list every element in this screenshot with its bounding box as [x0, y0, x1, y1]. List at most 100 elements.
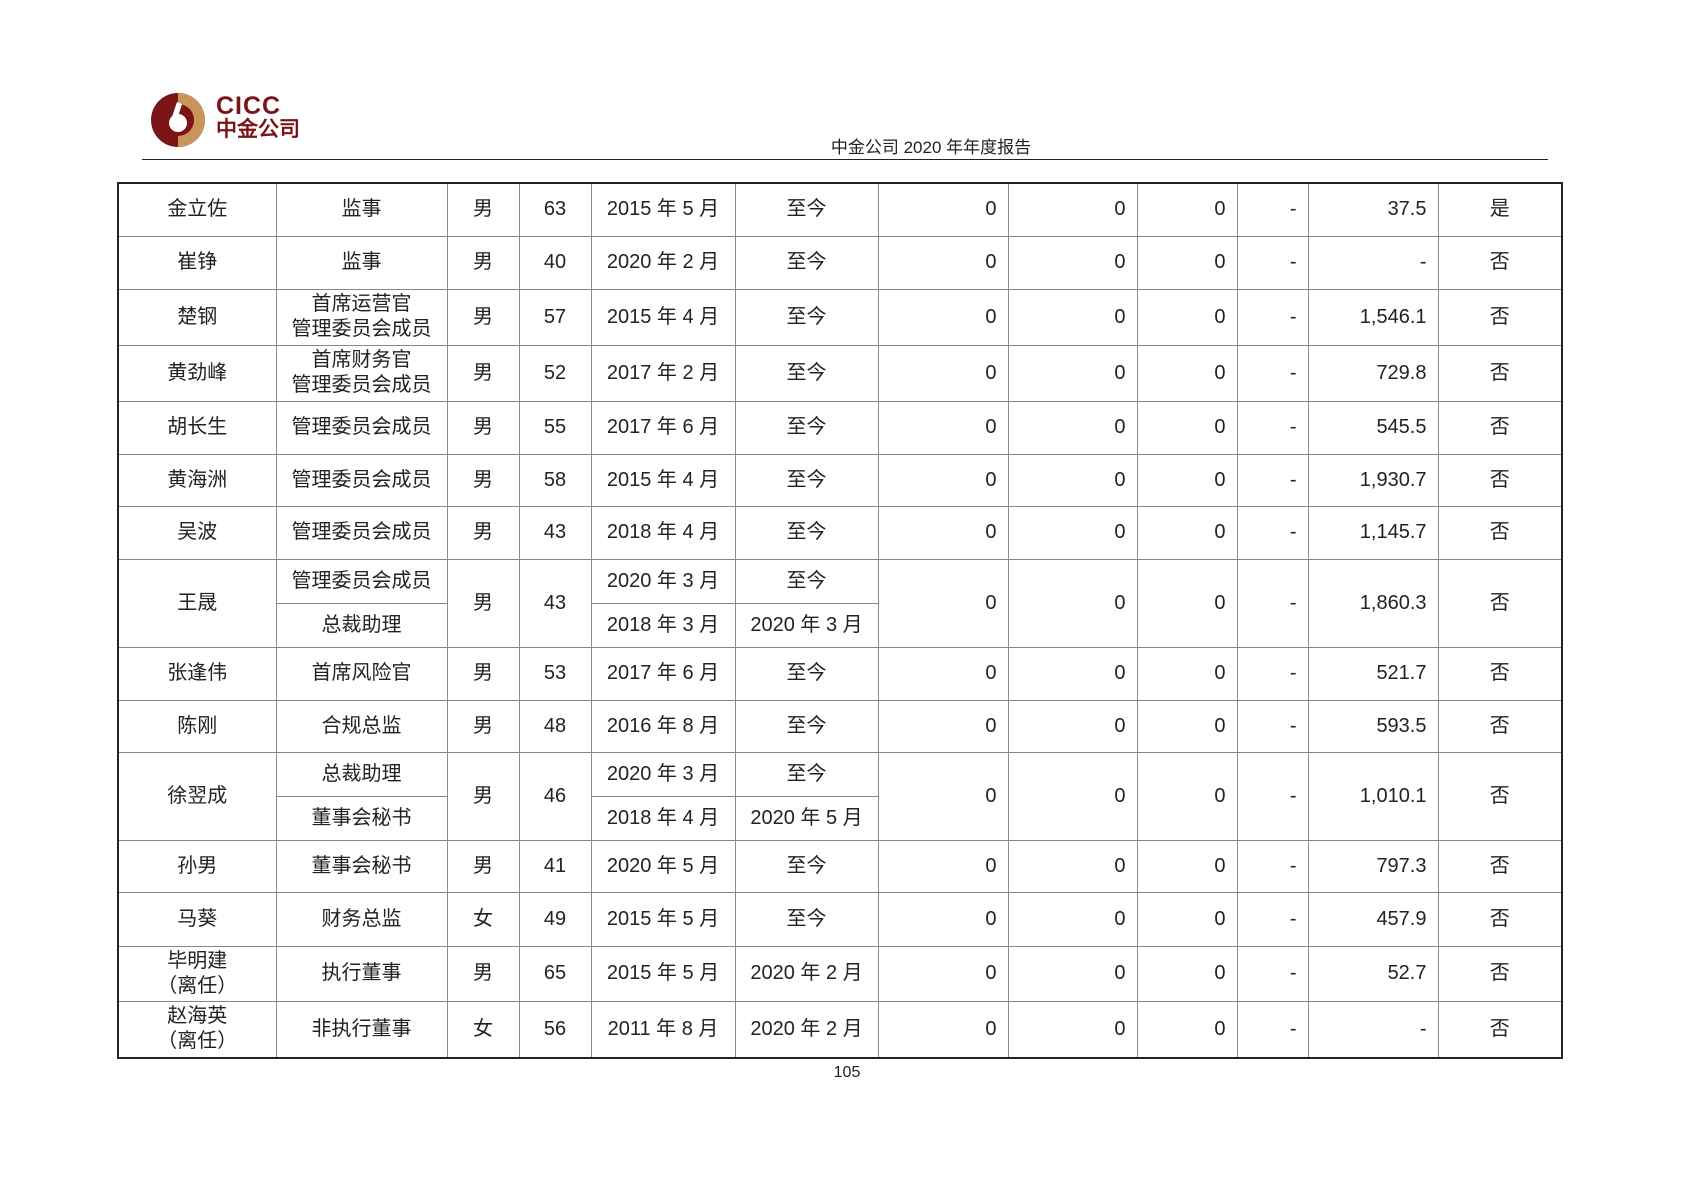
shares-change-cell: 0	[1136, 235, 1238, 290]
change-reason-cell: -	[1236, 839, 1309, 893]
age-cell: 46	[518, 751, 592, 841]
table-row: 崔铮 监事男 40 2020 年 2 月至今 0 0 0- - 否	[117, 235, 1563, 290]
table-row: 马葵 财务总监女 49 2015 年 5 月至今 0 0 0-457.9 否	[117, 891, 1563, 947]
cicc-logo: CICC 中金公司	[150, 92, 310, 148]
compensation-cell: 37.5	[1307, 182, 1439, 237]
related-party-cell: 是	[1437, 182, 1563, 237]
shares-change-cell: 0	[1136, 558, 1238, 648]
compensation-cell: -	[1307, 235, 1439, 290]
shares-change-cell: 0	[1136, 1000, 1238, 1059]
shares-start-cell: 0	[877, 558, 1009, 648]
shares-end-cell: 0	[1007, 1000, 1138, 1059]
shares-end-cell: 0	[1007, 839, 1138, 893]
name-cell: 黄劲峰	[117, 344, 277, 402]
compensation-cell: 1,930.7	[1307, 453, 1439, 507]
name-cell: 楚钢	[117, 288, 277, 346]
shares-start-cell: 0	[877, 646, 1009, 701]
start-date-cell: 2015 年 4 月	[590, 453, 736, 507]
name-cell: 崔铮	[117, 235, 277, 290]
shares-start-cell: 0	[877, 344, 1009, 402]
start-date-cell: 2015 年 5 月	[590, 891, 736, 947]
shares-start-cell: 0	[877, 1000, 1009, 1059]
gender-cell: 男	[446, 344, 520, 402]
shares-start-cell: 0	[877, 839, 1009, 893]
compensation-cell: 797.3	[1307, 839, 1439, 893]
name-cell: 胡长生	[117, 400, 277, 455]
start-date-cell: 2017 年 6 月	[590, 400, 736, 455]
age-cell: 49	[518, 891, 592, 947]
start-date-cell: 2016 年 8 月	[590, 699, 736, 753]
start-date-cell: 2020 年 5 月	[590, 839, 736, 893]
shares-start-cell: 0	[877, 400, 1009, 455]
end-date-cell: 至今	[734, 891, 879, 947]
compensation-cell: 729.8	[1307, 344, 1439, 402]
age-cell: 58	[518, 453, 592, 507]
related-party-cell: 否	[1437, 1000, 1563, 1059]
shares-end-cell: 0	[1007, 699, 1138, 753]
position-cell: 执行董事	[275, 945, 448, 1002]
logo-text-en: CICC	[216, 92, 282, 120]
gender-cell: 男	[446, 400, 520, 455]
end-date-cell: 2020 年 3 月	[734, 602, 879, 648]
table-row: 张逢伟 首席风险官男 53 2017 年 6 月至今 0 0 0-521.7 否	[117, 646, 1563, 701]
compensation-cell: 457.9	[1307, 891, 1439, 947]
start-date-cell: 2015 年 5 月	[590, 945, 736, 1002]
shares-change-cell: 0	[1136, 646, 1238, 701]
change-reason-cell: -	[1236, 891, 1309, 947]
end-date-cell: 至今	[734, 288, 879, 346]
related-party-cell: 否	[1437, 505, 1563, 560]
gender-cell: 男	[446, 646, 520, 701]
related-party-cell: 否	[1437, 839, 1563, 893]
shares-change-cell: 0	[1136, 891, 1238, 947]
start-date-cell: 2018 年 4 月	[590, 795, 736, 841]
gender-cell: 男	[446, 699, 520, 753]
age-cell: 63	[518, 182, 592, 237]
gender-cell: 女	[446, 891, 520, 947]
shares-end-cell: 0	[1007, 945, 1138, 1002]
gender-cell: 男	[446, 839, 520, 893]
age-cell: 57	[518, 288, 592, 346]
gender-cell: 男	[446, 751, 520, 841]
change-reason-cell: -	[1236, 182, 1309, 237]
gender-cell: 男	[446, 235, 520, 290]
end-date-cell: 至今	[734, 699, 879, 753]
start-date-cell: 2017 年 2 月	[590, 344, 736, 402]
position-cell: 首席运营官 管理委员会成员	[275, 288, 448, 346]
gender-cell: 男	[446, 288, 520, 346]
gender-cell: 男	[446, 182, 520, 237]
shares-start-cell: 0	[877, 182, 1009, 237]
shares-start-cell: 0	[877, 891, 1009, 947]
compensation-cell: 1,010.1	[1307, 751, 1439, 841]
shares-change-cell: 0	[1136, 344, 1238, 402]
gender-cell: 男	[446, 453, 520, 507]
related-party-cell: 否	[1437, 453, 1563, 507]
table-row: 徐翌成 总裁助理男 46 2020 年 3 月至今 0 0 0-1,010.1 否	[117, 751, 1563, 841]
table-row: 金立佐 监事男 63 2015 年 5 月至今 0 0 0-37.5 是	[117, 182, 1563, 237]
shares-change-cell: 0	[1136, 945, 1238, 1002]
related-party-cell: 否	[1437, 945, 1563, 1002]
name-cell: 吴波	[117, 505, 277, 560]
age-cell: 48	[518, 699, 592, 753]
position-cell: 董事会秘书	[275, 795, 448, 841]
position-cell: 非执行董事	[275, 1000, 448, 1059]
compensation-cell: 1,145.7	[1307, 505, 1439, 560]
shares-start-cell: 0	[877, 699, 1009, 753]
table-row: 楚钢 首席运营官 管理委员会成员男 57 2015 年 4 月至今 0 0 0-1,546.…	[117, 288, 1563, 346]
document-title: 中金公司 2020 年年度报告	[830, 138, 1032, 157]
position-cell: 首席财务官 管理委员会成员	[275, 344, 448, 402]
end-date-cell: 至今	[734, 453, 879, 507]
age-cell: 55	[518, 400, 592, 455]
start-date-cell: 2018 年 4 月	[590, 505, 736, 560]
change-reason-cell: -	[1236, 945, 1309, 1002]
end-date-cell: 至今	[734, 400, 879, 455]
compensation-cell: 593.5	[1307, 699, 1439, 753]
page-number: 105	[833, 1064, 861, 1081]
personnel-table: 金立佐 监事男 63 2015 年 5 月至今 0 0 0-37.5 是崔铮 监事男 40 2020…	[117, 182, 1563, 1059]
start-date-cell: 2020 年 3 月	[590, 751, 736, 797]
shares-end-cell: 0	[1007, 453, 1138, 507]
shares-start-cell: 0	[877, 945, 1009, 1002]
change-reason-cell: -	[1236, 235, 1309, 290]
start-date-cell: 2017 年 6 月	[590, 646, 736, 701]
related-party-cell: 否	[1437, 288, 1563, 346]
